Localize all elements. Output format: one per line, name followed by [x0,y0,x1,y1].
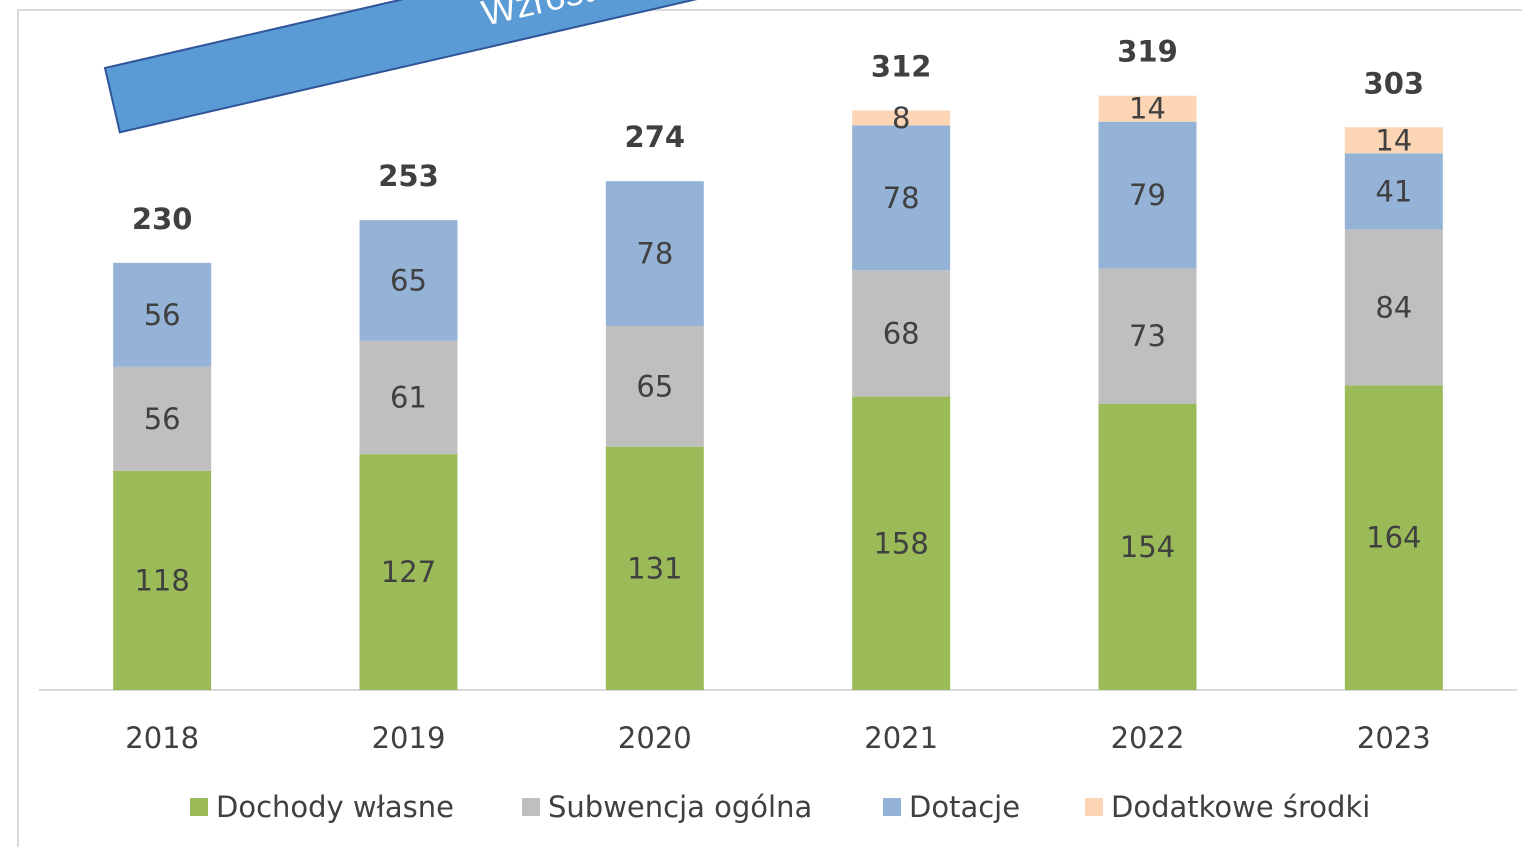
segment-label: 164 [1366,521,1421,555]
total-label: 230 [132,202,193,236]
legend-swatch [1085,798,1103,816]
segment-label: 127 [381,555,436,589]
bar-segment [359,454,458,690]
segment-label: 41 [1375,174,1412,208]
bar-segment [1098,268,1197,404]
legend-label: Dodatkowe środki [1111,790,1370,824]
total-label: 303 [1364,66,1425,100]
legend-label: Subwencja ogólna [548,790,812,824]
bar-segment [1098,404,1197,690]
bar-segment [1098,95,1197,122]
x-tick-label: 2019 [372,721,446,755]
segment-label: 73 [1129,319,1166,353]
segment-label: 84 [1375,290,1412,324]
segment-label: 78 [636,237,673,271]
x-tick-label: 2022 [1111,721,1185,755]
bar-segment [113,470,212,690]
bar-segment [852,270,951,397]
bar-segment [1344,127,1443,154]
segment-label: 158 [873,526,928,560]
segment-label: 118 [134,563,189,597]
bar-segment [359,220,458,341]
bar-segment [113,262,212,367]
legend-label: Dochody własne [216,790,454,824]
legend-swatch [190,798,208,816]
x-tick-label: 2021 [864,721,938,755]
segment-label: 154 [1120,530,1175,564]
chart-frame [17,9,1522,847]
segment-label: 14 [1129,92,1166,126]
total-label: 274 [625,120,686,154]
x-tick-label: 2023 [1357,721,1431,755]
bar-segment [852,125,951,271]
banner-box [103,0,1096,134]
total-label: 319 [1117,35,1178,69]
legend-swatch [883,798,901,816]
legend-swatch [522,798,540,816]
segment-label: 56 [144,298,181,332]
bar-segment [1344,385,1443,690]
x-tick-label: 2020 [618,721,692,755]
segment-label: 61 [390,381,427,415]
bar-segment [359,340,458,455]
bar-segment [1098,121,1197,269]
bar-segment [605,181,704,326]
bar-segment [852,396,951,690]
bar-segment [1344,229,1443,386]
x-tick-label: 2018 [125,721,199,755]
segment-label: 65 [636,369,673,403]
bar-segment [605,446,704,690]
bar-segment [852,110,951,126]
segment-label: 131 [627,551,682,585]
segment-label: 68 [883,316,920,350]
total-label: 312 [871,50,932,84]
legend-label: Dotacje [909,790,1020,824]
segment-label: 78 [883,181,920,215]
segment-label: 56 [144,402,181,436]
bar-segment [1344,153,1443,230]
segment-label: 14 [1375,123,1412,157]
segment-label: 8 [892,101,910,135]
segment-label: 65 [390,264,427,298]
bar-segment [605,326,704,447]
total-label: 253 [378,159,439,193]
bar-segment [113,366,212,471]
segment-label: 79 [1129,178,1166,212]
